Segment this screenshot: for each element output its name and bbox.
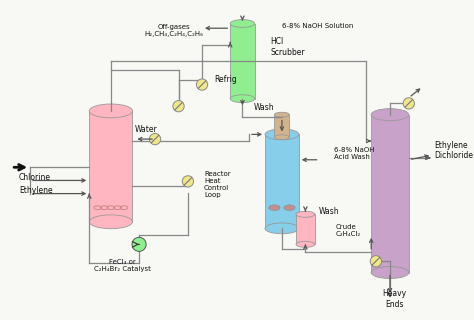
Circle shape — [132, 237, 146, 252]
Text: Heavy
Ends: Heavy Ends — [383, 289, 407, 308]
Circle shape — [173, 100, 184, 112]
Bar — [230, 23, 255, 99]
Text: Ethylene: Ethylene — [19, 186, 53, 195]
Bar — [265, 134, 299, 228]
Circle shape — [196, 79, 208, 90]
Circle shape — [182, 176, 193, 187]
Circle shape — [149, 133, 161, 145]
Ellipse shape — [296, 241, 315, 247]
Ellipse shape — [371, 267, 409, 278]
Text: Chlorine: Chlorine — [19, 173, 51, 182]
Ellipse shape — [89, 215, 133, 229]
Ellipse shape — [230, 95, 255, 103]
Ellipse shape — [371, 109, 409, 121]
Bar — [296, 214, 315, 244]
Text: HCl
Scrubber: HCl Scrubber — [271, 37, 305, 57]
Ellipse shape — [265, 129, 299, 140]
Text: Wash: Wash — [254, 103, 274, 112]
Bar — [274, 115, 290, 137]
Bar — [89, 111, 133, 222]
Text: 6-8% NaOH
Acid Wash: 6-8% NaOH Acid Wash — [334, 147, 374, 160]
Text: Refrig: Refrig — [214, 76, 237, 84]
Text: Off-gases
H₂,CH₄,C₂H₄,C₂H₆: Off-gases H₂,CH₄,C₂H₄,C₂H₆ — [145, 24, 203, 36]
Bar — [371, 115, 409, 273]
Ellipse shape — [230, 20, 255, 28]
Ellipse shape — [274, 135, 290, 140]
Ellipse shape — [269, 205, 280, 211]
Ellipse shape — [274, 112, 290, 117]
Circle shape — [370, 256, 382, 267]
Ellipse shape — [89, 104, 133, 118]
Circle shape — [403, 98, 414, 109]
Ellipse shape — [296, 211, 315, 217]
Text: Crude
C₂H₄Cl₂: Crude C₂H₄Cl₂ — [336, 224, 361, 237]
Text: Reactor
Heat
Control
Loop: Reactor Heat Control Loop — [204, 171, 230, 198]
Text: Wash: Wash — [319, 207, 339, 216]
Ellipse shape — [265, 223, 299, 234]
Ellipse shape — [284, 205, 295, 211]
Text: FeCl₃ or
C₂H₄Br₂ Catalyst: FeCl₃ or C₂H₄Br₂ Catalyst — [94, 260, 151, 272]
Text: 6-8% NaOH Solution: 6-8% NaOH Solution — [282, 23, 353, 29]
Text: Ethylene
Dichloride: Ethylene Dichloride — [434, 141, 473, 160]
Text: Water: Water — [134, 125, 157, 134]
